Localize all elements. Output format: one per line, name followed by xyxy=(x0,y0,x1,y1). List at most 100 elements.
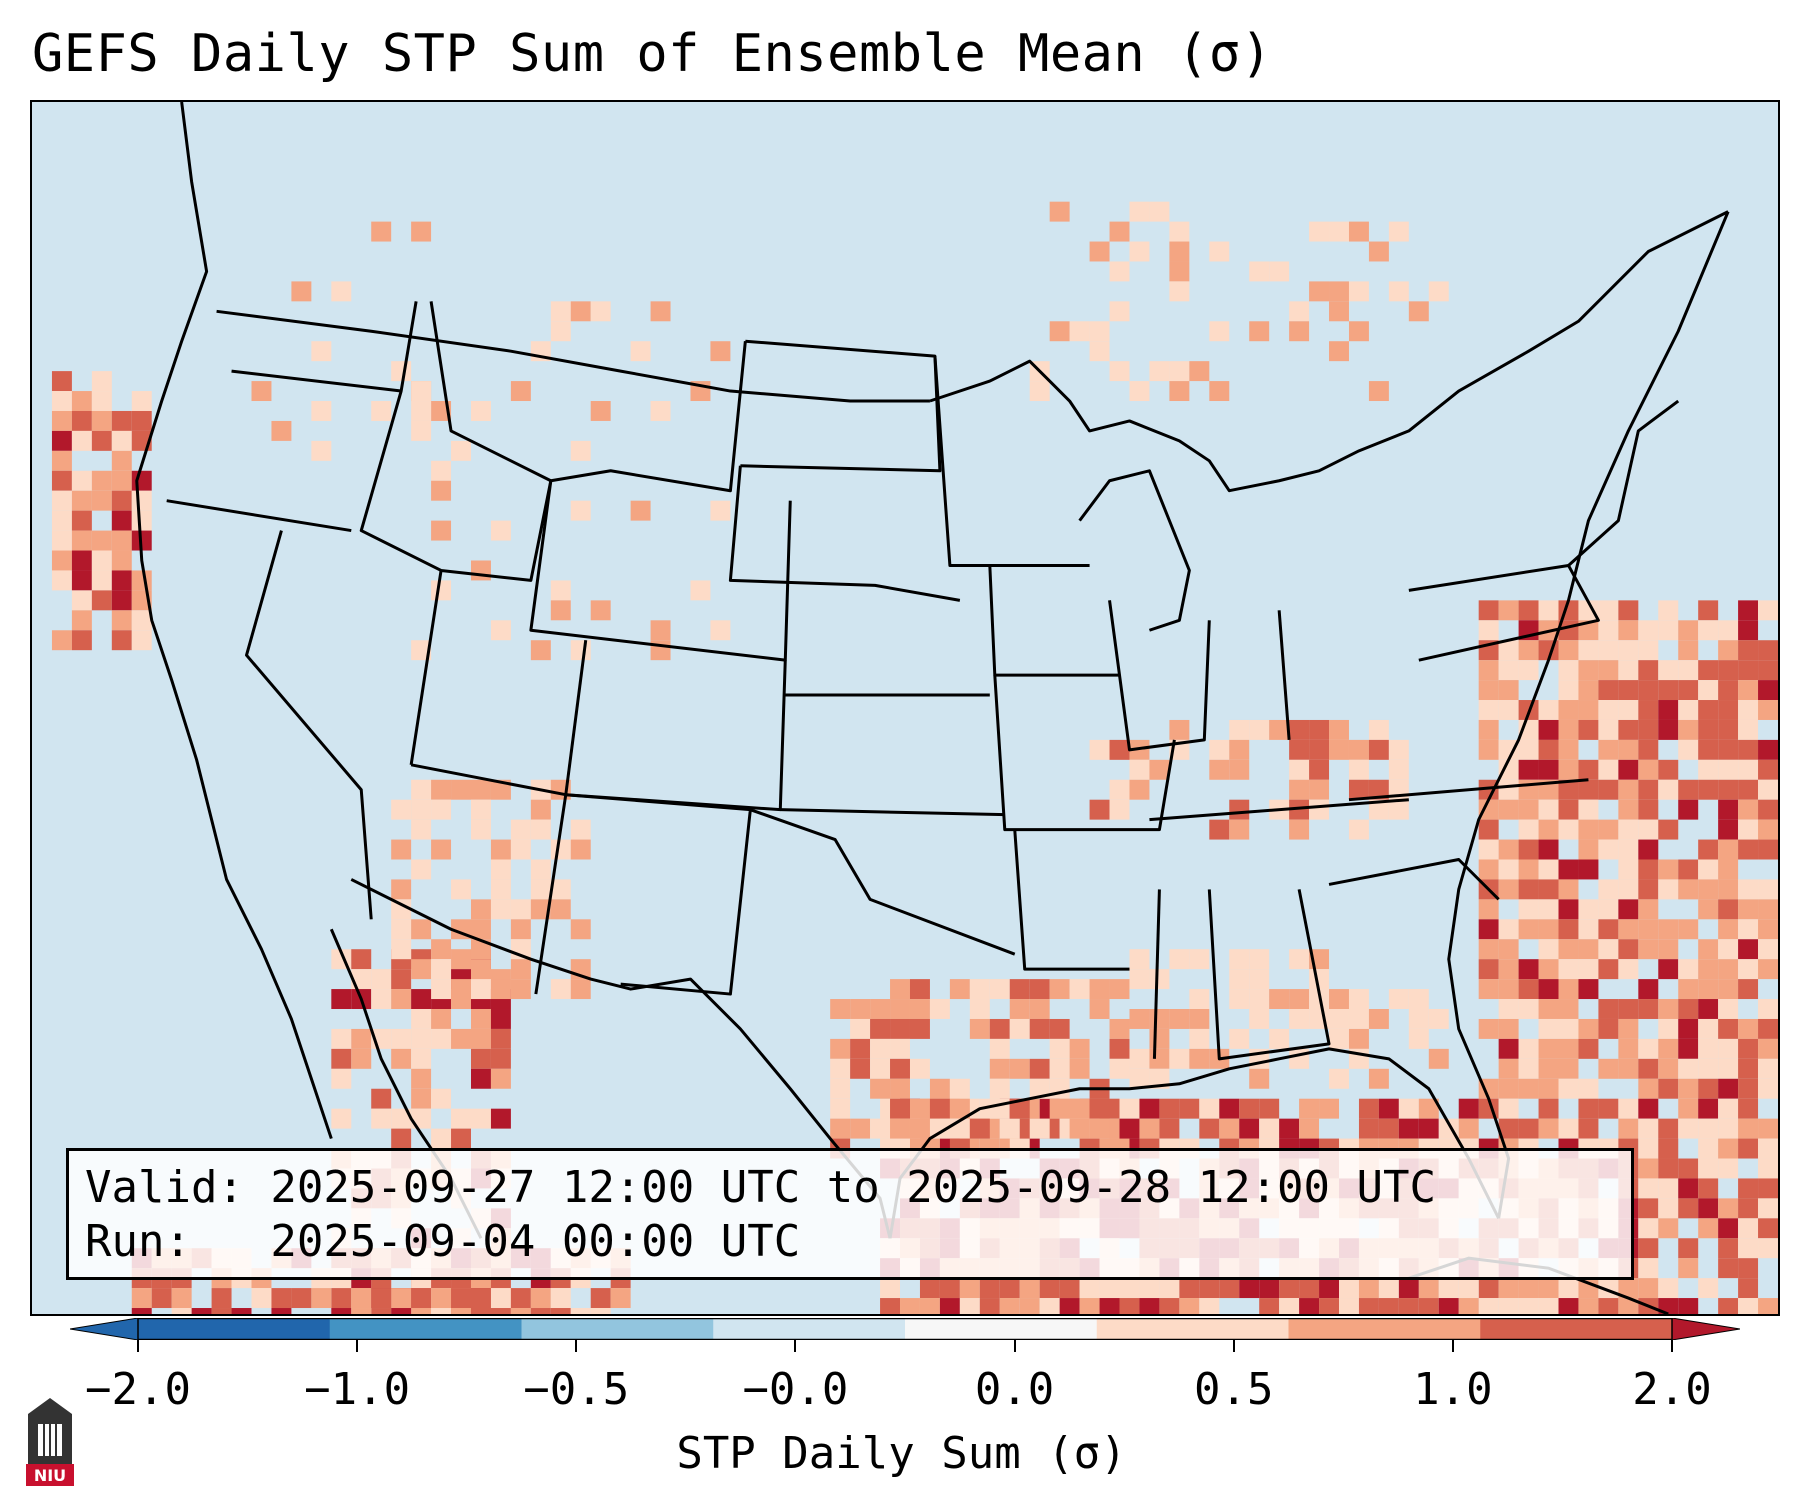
state-line-pa-ny xyxy=(1408,563,1600,662)
anomaly-cell xyxy=(91,470,112,491)
anomaly-cell xyxy=(1698,1118,1719,1139)
state-line-ga-sc xyxy=(1328,858,1500,901)
anomaly-cell xyxy=(1618,620,1639,641)
anomaly-cell xyxy=(1758,959,1778,980)
anomaly-cell xyxy=(959,1278,980,1299)
anomaly-cell xyxy=(470,1068,491,1089)
anomaly-cell xyxy=(1598,899,1619,920)
anomaly-cell xyxy=(1309,759,1330,780)
anomaly-cell xyxy=(1189,1028,1210,1049)
state-line-mn xyxy=(933,356,1090,567)
anomaly-cell xyxy=(1718,1158,1739,1179)
anomaly-cell xyxy=(1618,879,1639,900)
anomaly-cell xyxy=(890,1078,910,1099)
anomaly-cell xyxy=(1558,919,1579,940)
anomaly-cell xyxy=(1538,899,1559,920)
anomaly-cell xyxy=(1758,1198,1778,1219)
anomaly-cell xyxy=(530,1308,551,1314)
anomaly-cell xyxy=(1578,959,1599,980)
anomaly-cell xyxy=(1658,1278,1679,1299)
anomaly-cell xyxy=(1309,739,1330,760)
anomaly-cell xyxy=(850,1058,871,1079)
anomaly-cell xyxy=(1578,1298,1599,1314)
anomaly-cell xyxy=(1089,1118,1110,1139)
anomaly-cell xyxy=(890,1058,910,1079)
anomaly-cell xyxy=(1638,819,1659,840)
anomaly-cell xyxy=(1478,719,1499,740)
anomaly-cell xyxy=(1558,640,1579,661)
anomaly-cell xyxy=(391,969,412,990)
anomaly-cell xyxy=(1718,1038,1739,1059)
anomaly-cell xyxy=(1049,1078,1070,1099)
state-line-nv-ut xyxy=(409,570,443,766)
anomaly-cell xyxy=(1478,620,1499,641)
anomaly-cell xyxy=(1718,759,1739,780)
anomaly-cell xyxy=(111,570,132,591)
colorbar-tick-mark xyxy=(356,1340,359,1352)
anomaly-cell xyxy=(949,1078,970,1099)
anomaly-cell xyxy=(949,979,970,1000)
anomaly-cell xyxy=(1029,1118,1050,1139)
anomaly-cell xyxy=(131,510,152,531)
anomaly-cell xyxy=(1329,989,1349,1010)
anomaly-cell xyxy=(1638,939,1659,960)
anomaly-cell xyxy=(1518,899,1539,920)
anomaly-cell xyxy=(1638,1178,1659,1199)
map-panel[interactable] xyxy=(30,100,1780,1316)
anomaly-cell xyxy=(490,899,511,920)
anomaly-cell xyxy=(1518,1038,1539,1059)
anomaly-cell xyxy=(1718,660,1739,681)
anomaly-cell xyxy=(1518,739,1539,760)
anomaly-cell xyxy=(1498,1078,1519,1099)
anomaly-cell xyxy=(1618,1298,1639,1314)
anomaly-cell xyxy=(1149,1009,1170,1029)
anomaly-cell xyxy=(1199,1118,1220,1139)
anomaly-cell xyxy=(1518,759,1539,780)
anomaly-cell xyxy=(1478,1018,1499,1039)
anomaly-cell xyxy=(1518,1058,1539,1079)
anomaly-cell xyxy=(1438,1298,1459,1314)
anomaly-cell xyxy=(530,799,551,820)
anomaly-cell xyxy=(1109,799,1130,820)
anomaly-cell xyxy=(51,450,72,471)
anomaly-cell xyxy=(1149,759,1170,780)
anomaly-cell xyxy=(1059,1278,1080,1299)
anomaly-cell xyxy=(251,381,272,402)
anomaly-cell xyxy=(570,919,591,940)
anomaly-cell xyxy=(1329,1028,1349,1049)
anomaly-cell xyxy=(1498,859,1519,880)
anomaly-cell xyxy=(111,550,132,571)
anomaly-cell xyxy=(1498,700,1519,720)
anomaly-cell xyxy=(1348,739,1369,760)
anomaly-cell xyxy=(1249,719,1270,740)
anomaly-cell xyxy=(1169,949,1190,970)
anomaly-cell xyxy=(1678,799,1699,820)
anomaly-cell xyxy=(1638,1078,1659,1099)
anomaly-cell xyxy=(1598,1098,1619,1119)
anomaly-cell xyxy=(1229,949,1250,970)
anomaly-cell xyxy=(989,979,1010,1000)
anomaly-cell xyxy=(470,899,491,920)
anomaly-cell xyxy=(1758,1158,1778,1179)
anomaly-cell xyxy=(510,839,531,860)
anomaly-cell xyxy=(1109,261,1130,282)
anomaly-cell xyxy=(1478,959,1499,980)
anomaly-cell xyxy=(1339,1298,1359,1314)
anomaly-cell xyxy=(1638,1218,1659,1239)
anomaly-cell xyxy=(431,979,452,1000)
anomaly-cell xyxy=(1558,779,1579,800)
anomaly-cell xyxy=(1418,1098,1439,1119)
anomaly-cell xyxy=(1718,1298,1739,1314)
anomaly-cell xyxy=(71,530,92,551)
anomaly-cell xyxy=(391,1028,412,1049)
anomaly-cell xyxy=(1149,1048,1170,1069)
anomaly-cell xyxy=(1618,1278,1639,1299)
anomaly-cell xyxy=(590,401,611,421)
anomaly-cell xyxy=(411,1009,432,1029)
anomaly-cell xyxy=(1618,999,1639,1019)
anomaly-cell xyxy=(1478,660,1499,681)
anomaly-cell xyxy=(1698,1138,1719,1159)
anomaly-cell xyxy=(1558,859,1579,880)
anomaly-cell xyxy=(1698,1178,1719,1199)
run-time-line: Run: 2025-09-04 00:00 UTC xyxy=(85,1216,801,1267)
